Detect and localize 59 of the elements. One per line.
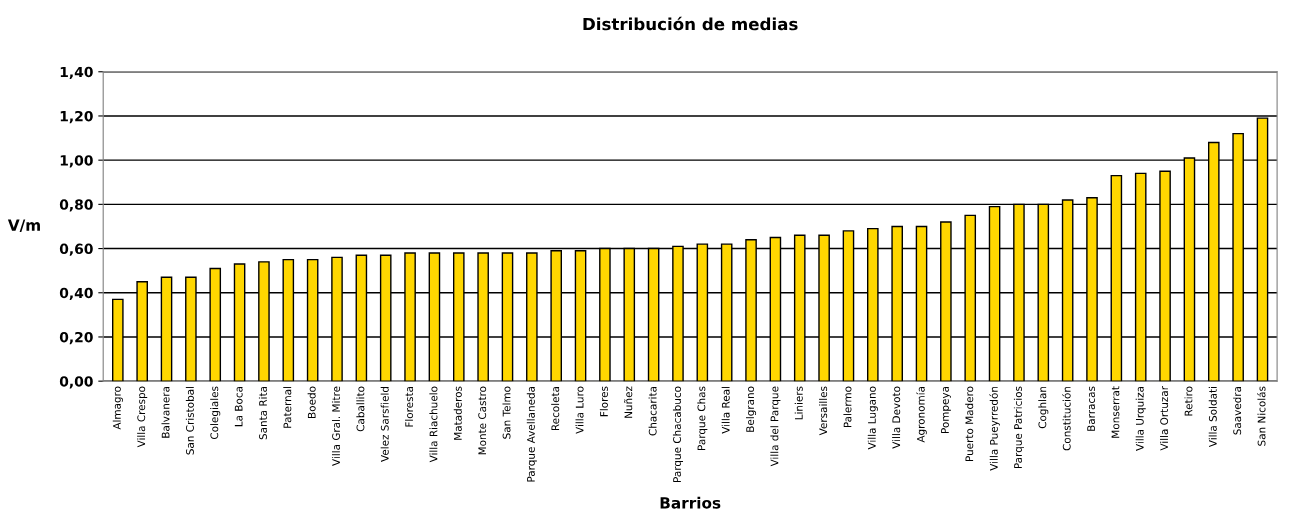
y-tick-label: 0,80: [59, 199, 93, 212]
x-tick-label: San Nicolás: [1257, 386, 1266, 446]
x-tick-label: Colegiales: [210, 386, 221, 440]
x-tick-label: San Telmo: [502, 386, 511, 439]
x-tick-label: Villa Lugano: [867, 386, 878, 450]
x-tick-label: La Boca: [234, 386, 243, 427]
y-tick-label: 0,40: [59, 287, 93, 301]
x-tick-label: Boedo: [307, 386, 316, 418]
x-tick-label: Saavedra: [1233, 386, 1242, 435]
x-tick-label: Villa Ortuzar: [1160, 386, 1169, 451]
x-tick-label: Monte Castro: [478, 386, 487, 455]
x-tick-label: Chacarita: [648, 386, 657, 436]
x-tick-label: Belgrano: [746, 386, 757, 432]
x-tick-label: Versailles: [819, 386, 828, 436]
x-tick-label: Santa Rita: [258, 386, 267, 440]
x-tick-label: Villa Urquiza: [1135, 386, 1146, 451]
x-tick-label: Parque Chacabuco: [672, 386, 684, 482]
x-tick-label: Almagro: [112, 386, 123, 430]
x-tick-label: Recoleta: [551, 386, 560, 431]
x-tick-label: Agronomía: [916, 386, 927, 443]
chart-title: Distribución de medias: [583, 16, 798, 31]
x-tick-label: Liniers: [794, 386, 803, 420]
x-tick-label: Coghlan: [1038, 386, 1049, 429]
y-tick-label: 0,00: [59, 376, 93, 389]
x-tick-label: Villa Crespo: [137, 386, 148, 448]
x-tick-label: Villa del Parque: [770, 386, 781, 467]
y-tick-label: 1,40: [60, 66, 93, 80]
x-tick-label: Villa Luro: [575, 386, 584, 434]
x-tick-label: Villa Devoto: [892, 386, 901, 449]
x-tick-label: Barracas: [1087, 386, 1096, 431]
x-tick-label: Parque Chas: [697, 386, 708, 450]
x-tick-label: Villa Gral. Mitre: [331, 386, 341, 466]
x-tick-label: Parque Avellaneda: [526, 386, 537, 482]
x-tick-label: Caballito: [356, 386, 365, 432]
x-tick-label: Nuñez: [624, 386, 633, 418]
x-tick-label: Velez Sarsfield: [380, 386, 389, 462]
x-tick-label: Floresta: [405, 386, 414, 427]
y-tick-label: 0,60: [59, 243, 93, 256]
x-tick-label: Villa Pueyrredón: [989, 386, 1000, 471]
x-tick-label: Puerto Madero: [965, 386, 974, 461]
x-tick-label: Retiro: [1184, 386, 1193, 416]
y-tick-label: 1,00: [60, 155, 93, 168]
x-tick-label: Villa Soldati: [1208, 387, 1217, 448]
x-tick-label: Paternal: [283, 387, 292, 428]
x-tick-label: Parque Patricios: [1013, 386, 1024, 469]
x-tick-label: Flores: [599, 386, 608, 417]
x-tick-label: Pompeya: [941, 386, 951, 433]
x-tick-label: San Cristobal: [185, 387, 194, 455]
y-tick-label: 1,20: [60, 110, 93, 124]
x-tick-label: Mataderos: [453, 386, 462, 440]
x-tick-label: Constitución: [1062, 386, 1071, 451]
x-tick-label: Villa Real: [721, 387, 730, 434]
x-tick-label: Monserrat: [1111, 386, 1120, 438]
y-axis-title: V/m: [7, 219, 40, 233]
x-tick-label: Palermo: [843, 386, 852, 428]
y-tick-label: 0,20: [59, 331, 93, 345]
x-tick-label: Villa Riachuelo: [429, 386, 438, 463]
x-axis-title: Barrios: [660, 496, 721, 509]
x-tick-label: Balvanera: [161, 386, 170, 438]
